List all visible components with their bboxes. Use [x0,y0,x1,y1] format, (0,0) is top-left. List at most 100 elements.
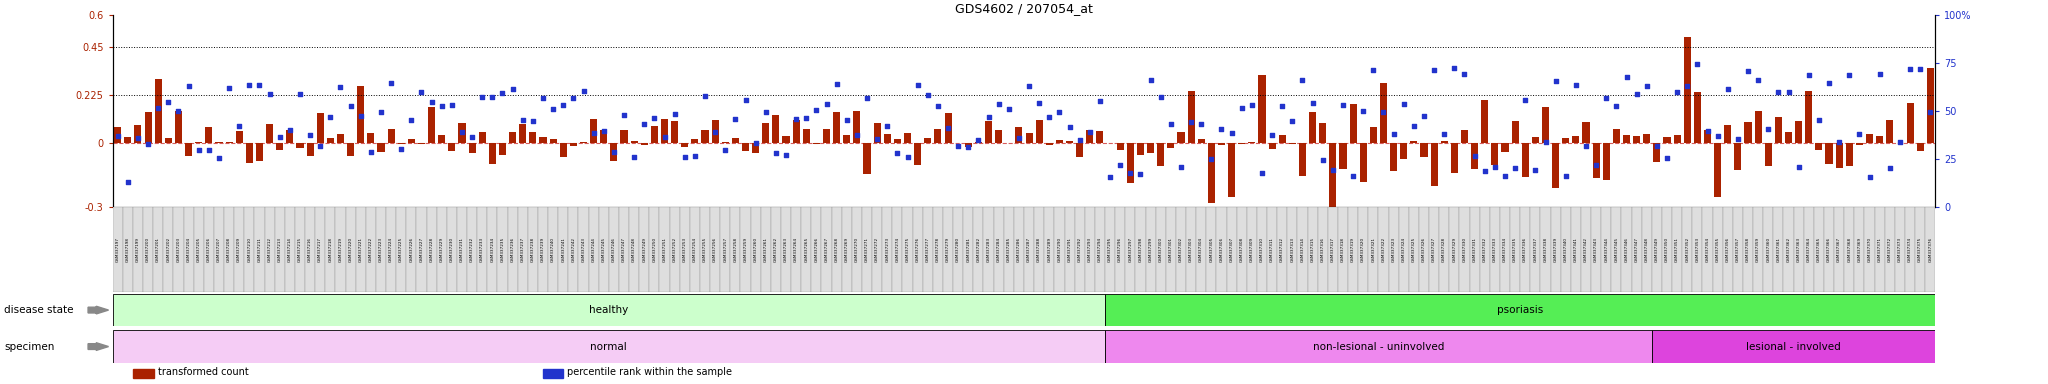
Point [475,94,508,100]
Point [313,114,346,120]
Text: GSM337285: GSM337285 [1008,237,1012,262]
Point [537,106,569,113]
Bar [924,207,932,292]
Bar [670,207,680,292]
Text: GSM337211: GSM337211 [258,237,262,262]
Text: GSM337230: GSM337230 [451,237,455,262]
Text: GSM337295: GSM337295 [1108,237,1112,262]
Point [1915,109,1948,116]
Bar [1106,207,1114,292]
Point [942,143,975,149]
Text: GSM337363: GSM337363 [1796,237,1800,262]
Bar [854,111,860,143]
Point [983,101,1016,108]
Bar [803,129,809,143]
Text: GSM337286: GSM337286 [1018,237,1022,262]
Text: GSM337343: GSM337343 [1593,237,1597,262]
Bar [801,207,811,292]
Bar [721,142,729,143]
Text: GSM337201: GSM337201 [156,237,160,262]
Bar [1561,207,1571,292]
Bar [1753,207,1763,292]
Bar [1288,143,1296,144]
Point [193,147,225,153]
Bar [1391,143,1397,171]
Text: GSM337346: GSM337346 [1624,237,1628,262]
Text: GSM337321: GSM337321 [1372,237,1376,262]
Point [1520,167,1552,174]
Bar [1114,207,1124,292]
Bar [1440,207,1450,292]
Bar [813,143,819,144]
Point [1225,104,1257,111]
Point [1681,61,1714,68]
Point [303,143,336,149]
Text: GSM337257: GSM337257 [723,237,727,262]
Text: GSM337364: GSM337364 [1806,237,1810,262]
Text: GSM337284: GSM337284 [997,237,1001,262]
Bar [963,207,973,292]
Bar [975,142,981,143]
Bar [1227,207,1237,292]
Point [293,132,326,138]
Point [1661,89,1694,95]
Bar [1573,136,1579,143]
Text: GSM337226: GSM337226 [410,237,414,262]
Text: GSM337222: GSM337222 [369,237,373,262]
Bar [1853,207,1864,292]
Text: GSM337338: GSM337338 [1544,237,1548,262]
Text: GSM337215: GSM337215 [297,237,301,262]
Text: GSM337212: GSM337212 [268,237,272,262]
Text: GSM337265: GSM337265 [805,237,809,262]
Text: GSM337216: GSM337216 [307,237,311,262]
Bar [1075,207,1085,292]
Text: GSM337367: GSM337367 [1837,237,1841,262]
Bar [1411,141,1417,143]
Bar [844,136,850,143]
Point [1286,77,1319,83]
Bar [1886,121,1892,143]
Text: GSM337313: GSM337313 [1290,237,1294,262]
Text: GSM337278: GSM337278 [936,237,940,262]
Text: GSM337261: GSM337261 [764,237,768,262]
Bar [1450,207,1460,292]
Bar [135,125,141,143]
Bar [125,137,131,143]
Point [881,150,913,156]
Bar [346,207,356,292]
Bar [965,143,973,147]
Bar [621,130,627,143]
Point [1823,139,1855,145]
Point [1722,136,1755,142]
Point [811,101,844,107]
Text: GSM337217: GSM337217 [317,237,322,262]
Bar [317,113,324,143]
Point [1905,66,1937,72]
Bar [1804,91,1812,143]
Bar [618,207,629,292]
Bar [885,134,891,143]
Bar [528,132,537,143]
Point [719,116,752,122]
Bar [1917,143,1923,151]
Text: GSM337283: GSM337283 [987,237,991,262]
Text: GSM337303: GSM337303 [1190,237,1194,262]
Text: GSM337300: GSM337300 [1159,237,1163,262]
Bar [467,207,477,292]
Bar [1217,207,1227,292]
Text: GSM337208: GSM337208 [227,237,231,262]
Bar [225,142,233,143]
Bar [1714,143,1720,197]
Text: GSM337280: GSM337280 [956,237,961,262]
Text: GSM337269: GSM337269 [844,237,848,262]
Bar [1440,141,1448,143]
Text: GSM337232: GSM337232 [471,237,475,262]
Bar [1622,207,1632,292]
Bar [731,137,739,143]
Text: GSM337316: GSM337316 [1321,237,1325,262]
Point [1376,131,1409,137]
Point [485,90,518,96]
Bar [1501,143,1509,152]
Point [668,154,700,160]
Bar [1774,207,1784,292]
